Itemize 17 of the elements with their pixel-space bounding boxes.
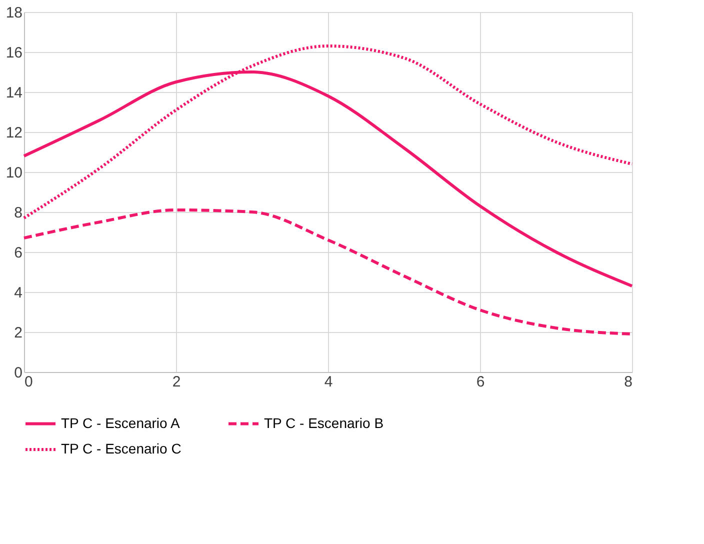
x-tick-label: 2	[172, 374, 181, 390]
x-tick-label: 4	[324, 374, 333, 390]
x-tick-label: 6	[476, 374, 485, 390]
y-tick-label: 4	[14, 284, 22, 302]
y-tick-label: 14	[6, 84, 22, 102]
legend-label: TP C - Escenario A	[61, 414, 180, 431]
legend-label: TP C - Escenario B	[264, 414, 384, 431]
y-tick-label: 18	[6, 4, 22, 22]
legend-label: TP C - Escenario C	[61, 440, 182, 456]
y-tick-label: 8	[14, 204, 22, 222]
y-tick-label: 6	[14, 244, 22, 262]
y-tick-label: 12	[6, 124, 22, 142]
x-tick-label: 8	[624, 374, 632, 390]
y-tick-label: 10	[6, 164, 22, 182]
y-tick-label: 2	[14, 324, 22, 342]
y-tick-label: 16	[6, 44, 22, 62]
x-tick-label: 0	[24, 374, 33, 390]
